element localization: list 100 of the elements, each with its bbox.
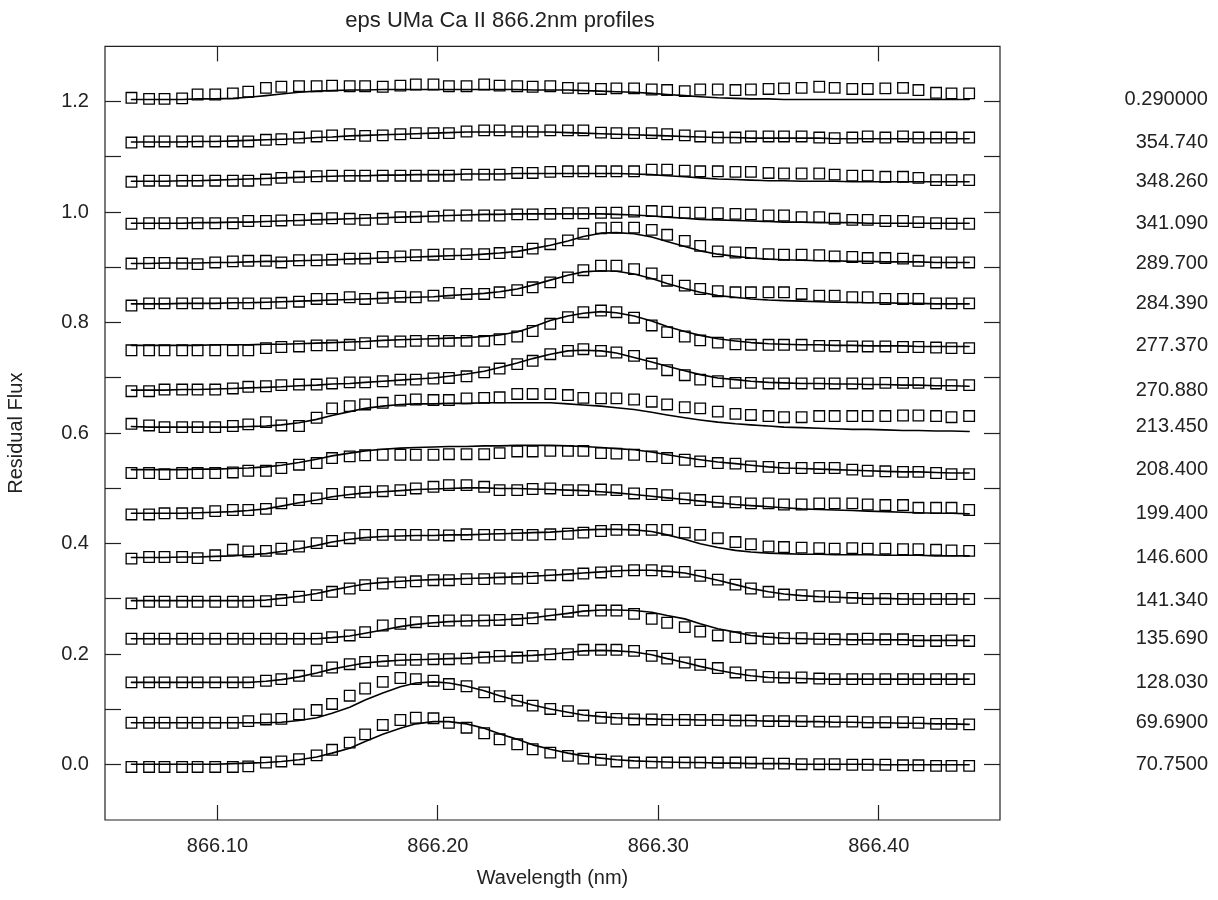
point [143, 419, 156, 432]
point [191, 507, 204, 520]
point [678, 279, 691, 292]
point [678, 206, 691, 219]
point [493, 614, 506, 626]
point [343, 582, 356, 595]
point [409, 78, 422, 91]
point [729, 207, 742, 220]
point [846, 340, 859, 353]
point [326, 377, 339, 390]
point [711, 405, 724, 418]
point [460, 528, 473, 541]
point [778, 671, 790, 684]
point [275, 462, 288, 474]
point [711, 245, 724, 258]
point [376, 396, 389, 409]
point [343, 338, 356, 351]
point [478, 480, 491, 493]
point [861, 130, 874, 143]
point [762, 585, 775, 598]
point [493, 286, 506, 299]
point [460, 721, 473, 734]
point [678, 401, 691, 414]
point [729, 578, 742, 591]
point [394, 653, 407, 666]
point [561, 484, 574, 497]
point [879, 292, 892, 305]
point [544, 388, 557, 400]
point [191, 135, 204, 148]
point [526, 572, 539, 584]
point [813, 289, 826, 302]
point [778, 167, 790, 180]
point [493, 447, 506, 460]
point [275, 171, 288, 184]
point [795, 288, 808, 300]
point [879, 465, 892, 478]
point [242, 760, 255, 773]
point [795, 167, 808, 180]
point [846, 169, 859, 182]
point [394, 211, 407, 224]
point [945, 468, 958, 481]
point [493, 391, 506, 404]
point [694, 283, 707, 295]
point [610, 643, 623, 656]
point [343, 532, 356, 545]
point [343, 128, 356, 141]
point [460, 370, 473, 383]
point [310, 170, 323, 183]
point [711, 495, 724, 508]
point [762, 540, 775, 553]
point [376, 129, 389, 142]
point [326, 339, 339, 352]
text: 270.880 [1135, 377, 1208, 400]
point [460, 479, 473, 492]
x-tick-label: 866.10 [186, 833, 249, 856]
point [778, 338, 790, 351]
point [828, 497, 841, 510]
point [930, 410, 943, 423]
point [762, 286, 775, 299]
point [861, 340, 874, 353]
point [209, 549, 222, 562]
point [191, 421, 204, 434]
point [409, 334, 422, 347]
point [661, 228, 674, 241]
y-tick-label: 0.2 [61, 641, 89, 664]
point [427, 372, 440, 385]
point [694, 239, 707, 252]
point [478, 686, 491, 699]
point [511, 572, 524, 585]
point [861, 169, 874, 182]
point [526, 166, 539, 179]
point [561, 311, 574, 324]
point [158, 761, 171, 773]
x-tick-label: 866.40 [848, 833, 910, 856]
point [359, 528, 372, 541]
point [275, 419, 288, 432]
point [762, 670, 775, 683]
point [376, 577, 389, 590]
point [610, 82, 623, 95]
point [526, 125, 539, 138]
point [326, 79, 339, 92]
point [394, 528, 407, 541]
point [209, 761, 222, 773]
point [242, 418, 255, 431]
point [259, 544, 272, 557]
point [846, 83, 859, 95]
point [526, 388, 539, 400]
point [846, 715, 859, 728]
point [595, 259, 607, 272]
point [577, 752, 590, 765]
point [678, 129, 691, 142]
point [526, 483, 539, 495]
point [191, 258, 204, 271]
point [176, 507, 189, 520]
point [778, 248, 790, 261]
point [376, 528, 389, 541]
point [310, 492, 323, 505]
point [828, 715, 841, 728]
point [226, 632, 239, 645]
point [744, 247, 757, 260]
